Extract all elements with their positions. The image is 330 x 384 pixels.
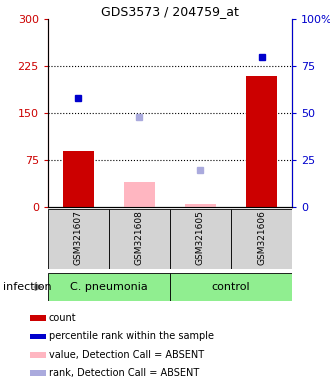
- Text: GSM321608: GSM321608: [135, 210, 144, 265]
- Bar: [48, 209, 109, 269]
- Bar: [30, 352, 46, 358]
- Bar: [170, 209, 231, 269]
- Text: GSM321606: GSM321606: [257, 210, 266, 265]
- Bar: [124, 182, 155, 207]
- Text: percentile rank within the sample: percentile rank within the sample: [49, 331, 214, 341]
- Title: GDS3573 / 204759_at: GDS3573 / 204759_at: [101, 5, 239, 18]
- Bar: [185, 204, 216, 207]
- Bar: [48, 273, 170, 301]
- Text: infection: infection: [3, 282, 52, 292]
- Bar: [109, 209, 170, 269]
- Bar: [63, 151, 94, 207]
- Bar: [30, 370, 46, 376]
- Text: control: control: [212, 282, 250, 292]
- Text: count: count: [49, 313, 76, 323]
- Text: rank, Detection Call = ABSENT: rank, Detection Call = ABSENT: [49, 368, 199, 378]
- Bar: [231, 209, 292, 269]
- Text: GSM321607: GSM321607: [74, 210, 83, 265]
- Bar: [30, 334, 46, 339]
- Text: GSM321605: GSM321605: [196, 210, 205, 265]
- Text: C. pneumonia: C. pneumonia: [70, 282, 148, 292]
- Bar: [246, 76, 277, 207]
- Bar: [170, 273, 292, 301]
- Bar: [30, 315, 46, 321]
- Text: value, Detection Call = ABSENT: value, Detection Call = ABSENT: [49, 350, 204, 360]
